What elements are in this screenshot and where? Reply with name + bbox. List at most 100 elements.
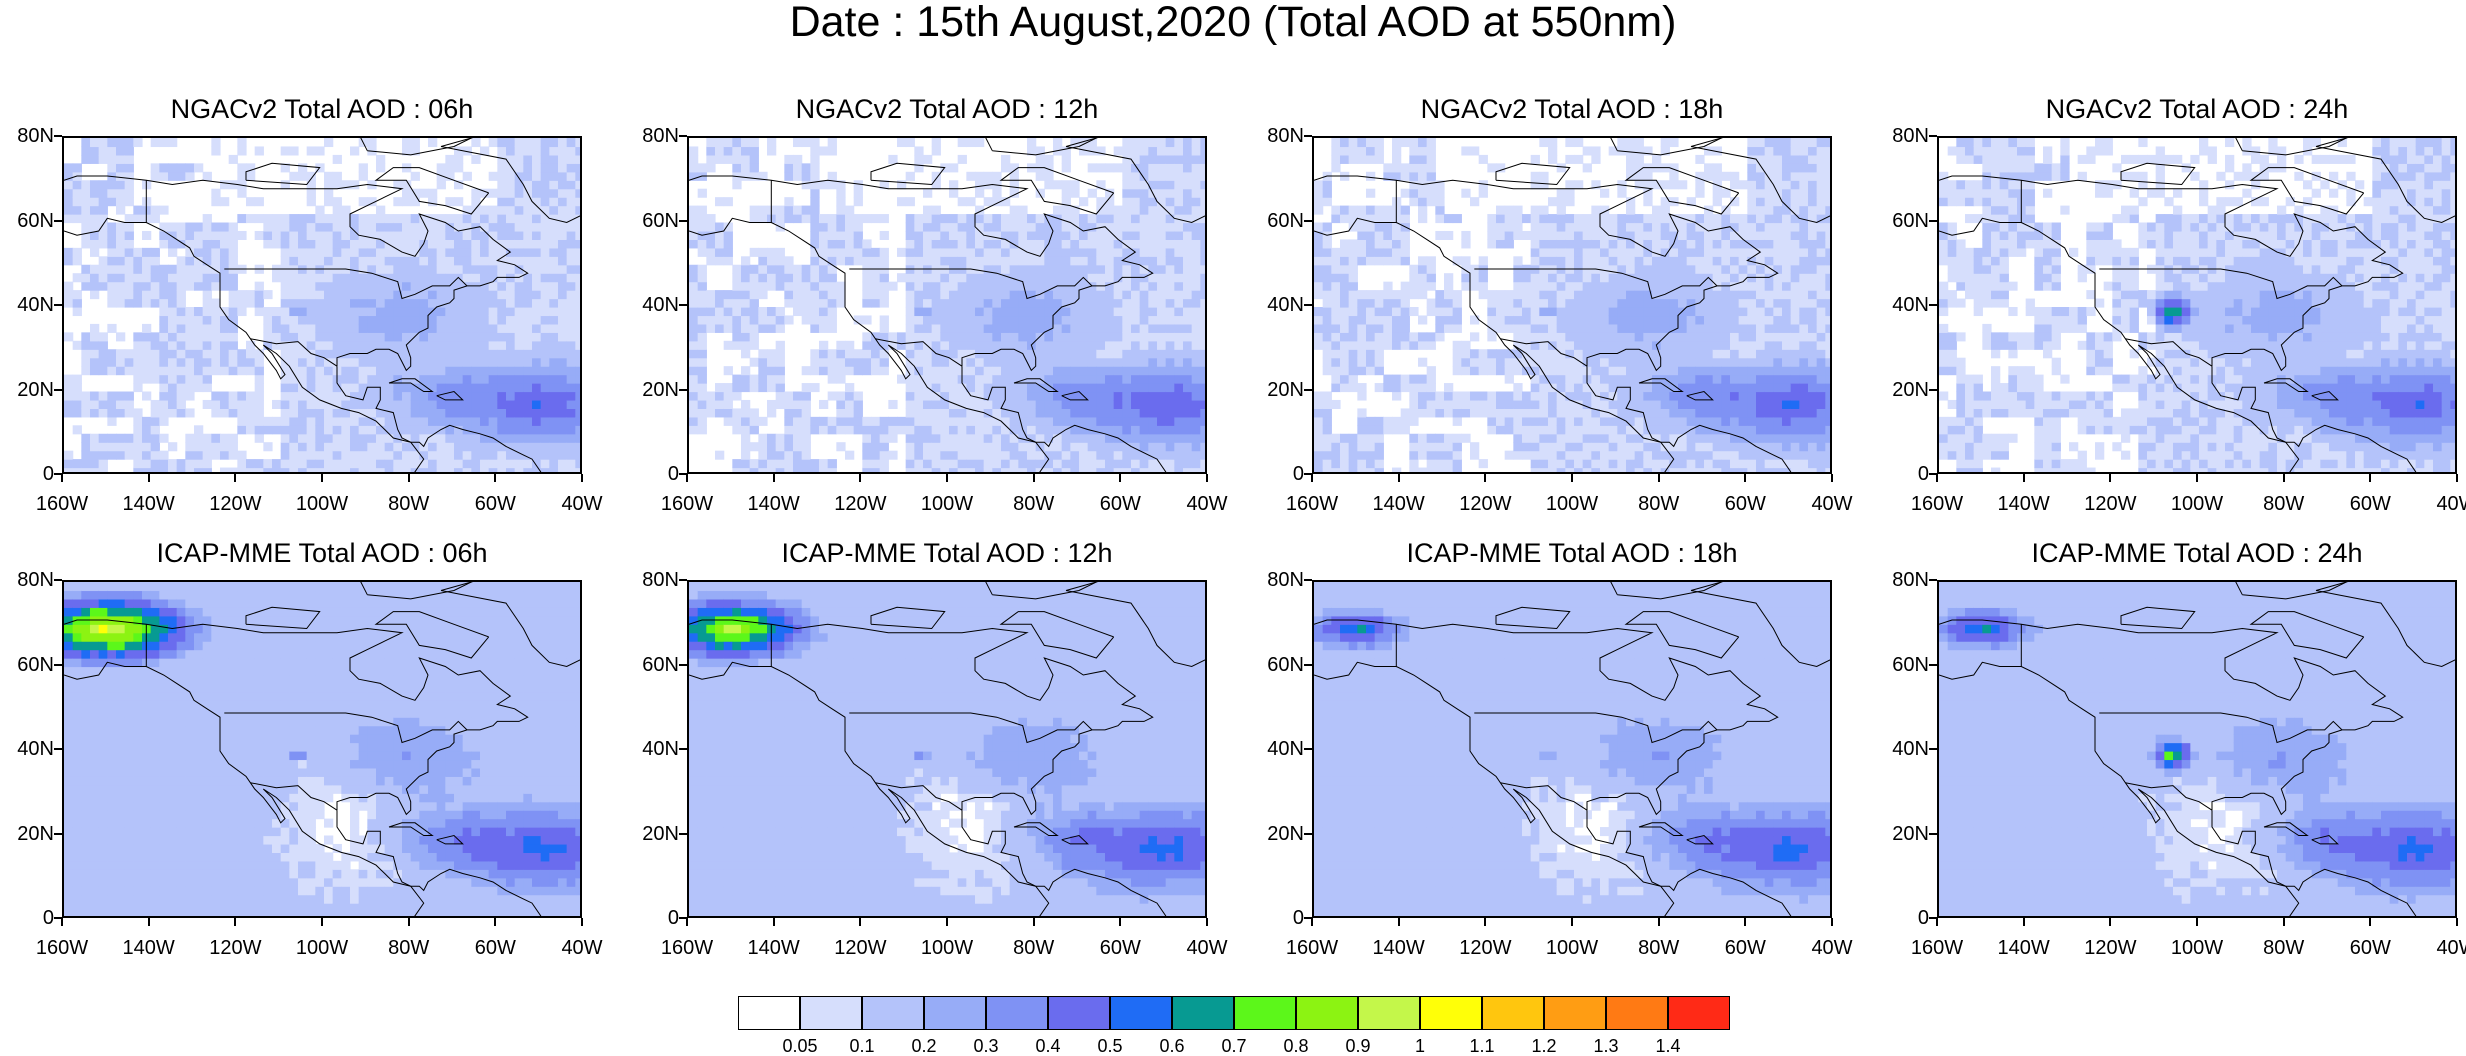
aod-cell: [280, 349, 290, 359]
aod-cell: [845, 408, 855, 418]
aod-cell: [480, 450, 490, 460]
aod-cell: [853, 399, 863, 409]
aod-cell: [1418, 256, 1428, 266]
aod-cell: [566, 332, 576, 342]
aod-cell: [220, 273, 230, 283]
aod-cell: [1582, 467, 1592, 472]
aod-cell: [228, 467, 238, 472]
aod-cell: [324, 214, 334, 224]
aod-cell: [159, 239, 169, 249]
aod-cell: [1061, 205, 1071, 215]
aod-cell: [506, 307, 516, 317]
aod-cell: [532, 214, 542, 224]
aod-cell: [488, 374, 498, 384]
aod-cell: [1174, 146, 1184, 156]
aod-cell: [741, 307, 751, 317]
aod-cell: [1435, 391, 1445, 401]
aod-cell: [185, 408, 195, 418]
aod-cell: [1079, 239, 1089, 249]
aod-cell: [1148, 171, 1158, 181]
aod-cell: [185, 366, 195, 376]
aod-cell: [514, 349, 524, 359]
aod-cell: [836, 239, 846, 249]
aod-cell: [706, 307, 716, 317]
aod-cell: [480, 425, 490, 435]
aod-cell: [836, 222, 846, 232]
aod-cell: [306, 408, 316, 418]
aod-cell: [1157, 323, 1167, 333]
aod-cell: [211, 391, 221, 401]
aod-cell: [428, 433, 438, 443]
aod-cell: [1366, 442, 1376, 452]
aod-cell: [393, 180, 403, 190]
aod-cell: [905, 323, 915, 333]
aod-cell: [202, 340, 212, 350]
aod-cell: [1426, 197, 1436, 207]
aod-cell: [1331, 450, 1341, 460]
aod-cell: [1331, 138, 1341, 148]
aod-cell: [254, 214, 264, 224]
aod-cell: [315, 467, 325, 472]
aod-cell: [497, 163, 507, 173]
aod-cell: [1018, 205, 1028, 215]
aod-cell: [497, 374, 507, 384]
aod-cell: [1001, 273, 1011, 283]
aod-cell: [1322, 239, 1332, 249]
aod-cell: [497, 205, 507, 215]
aod-cell: [246, 214, 256, 224]
aod-cell: [1574, 349, 1584, 359]
aod-cell: [1626, 230, 1636, 240]
aod-cell: [1669, 433, 1679, 443]
aod-cell: [1452, 256, 1462, 266]
aod-cell: [1148, 290, 1158, 300]
aod-cell: [888, 425, 898, 435]
aod-cell: [1165, 188, 1175, 198]
aod-cell: [1096, 442, 1106, 452]
aod-cell: [514, 425, 524, 435]
aod-cell: [853, 256, 863, 266]
aod-cell: [428, 315, 438, 325]
aod-cell: [966, 222, 976, 232]
aod-cell: [1617, 374, 1627, 384]
aod-cell: [1009, 374, 1019, 384]
aod-cell: [723, 323, 733, 333]
aod-cell: [124, 391, 134, 401]
aod-cell: [1044, 163, 1054, 173]
aod-cell: [228, 298, 238, 308]
aod-cell: [1035, 146, 1045, 156]
aod-cell: [1053, 239, 1063, 249]
aod-cell: [1122, 374, 1132, 384]
aod-cell: [1418, 281, 1428, 291]
aod-cell: [263, 222, 273, 232]
aod-cell: [575, 467, 580, 472]
aod-cell: [1426, 307, 1436, 317]
aod-cell: [1122, 349, 1132, 359]
aod-cell: [1105, 408, 1115, 418]
aod-cell: [1191, 298, 1201, 308]
aod-cell: [211, 366, 221, 376]
aod-cell: [1139, 281, 1149, 291]
aod-cell: [254, 366, 264, 376]
aod-cell: [471, 399, 481, 409]
aod-cell: [81, 332, 91, 342]
aod-cell: [124, 138, 134, 148]
aod-cell: [1435, 408, 1445, 418]
lon-tick-label: 80W: [388, 493, 430, 515]
aod-cell: [315, 374, 325, 384]
aod-cell: [879, 281, 889, 291]
aod-cell: [549, 247, 559, 257]
aod-cell: [879, 442, 889, 452]
aod-cell: [992, 256, 1002, 266]
aod-cell: [723, 366, 733, 376]
aod-cell: [1643, 332, 1653, 342]
aod-cell: [1591, 273, 1601, 283]
aod-cell: [1634, 230, 1644, 240]
aod-cell: [1018, 459, 1028, 469]
aod-cell: [107, 416, 117, 426]
aod-cell: [480, 442, 490, 452]
aod-cell: [1053, 298, 1063, 308]
aod-cell: [897, 416, 907, 426]
aod-cell: [324, 383, 334, 393]
aod-cell: [1660, 357, 1670, 367]
aod-cell: [367, 264, 377, 274]
